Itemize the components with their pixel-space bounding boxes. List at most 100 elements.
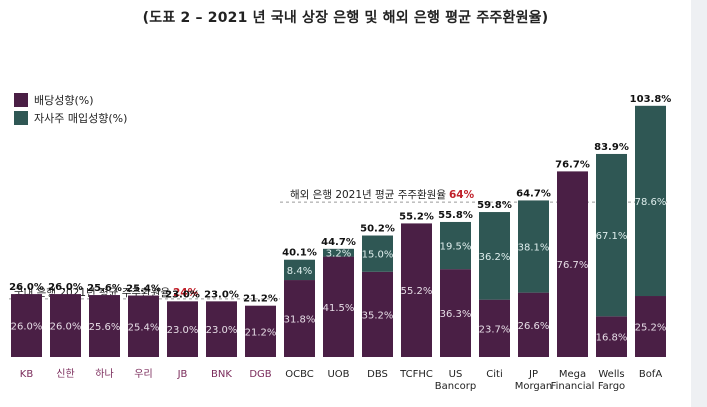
data-label-buyback: 3.2% — [326, 249, 351, 260]
data-label-total: 83.9% — [594, 142, 629, 153]
legend-swatch-buyback — [14, 111, 28, 125]
category-label: DGB — [249, 369, 271, 380]
category-label: Citi — [486, 369, 502, 380]
category-label: Mega — [559, 369, 586, 380]
data-label-dividend: 55.2% — [401, 286, 433, 297]
data-label-dividend: 23.0% — [167, 325, 199, 336]
overseas-average-value: 64% — [449, 189, 475, 201]
category-label: BofA — [639, 369, 662, 380]
data-label-dividend: 21.2% — [245, 327, 277, 338]
overseas-average-text: 해외 은행 2021년 평균 주주환원율 — [290, 188, 446, 201]
right-margin-band — [691, 0, 707, 407]
data-label-total: 25.4% — [126, 284, 161, 295]
data-label-dividend: 23.7% — [479, 324, 511, 335]
data-label-total: 26.0% — [48, 282, 83, 293]
data-label-dividend: 31.8% — [284, 315, 316, 326]
data-label-total: 76.7% — [555, 159, 590, 170]
data-label-dividend: 25.4% — [128, 322, 160, 333]
bar-dividend — [245, 305, 276, 357]
data-label-total: 21.2% — [243, 294, 278, 305]
legend-item-dividend: 배당성향(%) — [14, 91, 127, 109]
data-label-total: 55.2% — [399, 211, 434, 222]
legend-label-buyback: 자사주 매입성향(%) — [34, 112, 128, 125]
category-label: Bancorp — [435, 381, 476, 392]
bar-buyback — [323, 248, 354, 257]
bar-dividend — [596, 316, 627, 357]
bar-dividend — [635, 296, 666, 357]
bar-dividend — [50, 294, 81, 357]
category-label: Financial — [551, 381, 595, 392]
data-label-buyback: 67.1% — [596, 231, 628, 242]
data-label-buyback: 78.6% — [635, 197, 667, 208]
category-label: TCFHC — [399, 369, 433, 380]
category-label: UOB — [327, 369, 349, 380]
category-label: 우리 — [134, 368, 152, 380]
bar-dividend — [557, 171, 588, 357]
category-label: Fargo — [598, 381, 625, 392]
data-label-dividend: 16.8% — [596, 333, 628, 344]
bar-dividend — [11, 294, 42, 357]
data-label-dividend: 26.0% — [11, 322, 43, 333]
data-label-total: 50.2% — [360, 224, 395, 235]
category-label: DBS — [367, 369, 388, 380]
data-label-dividend: 25.2% — [635, 323, 667, 334]
data-label-dividend: 76.7% — [557, 260, 589, 271]
data-label-total: 64.7% — [516, 188, 551, 199]
category-label: OCBC — [285, 369, 314, 380]
overseas-average-annotation: 해외 은행 2021년 평균 주주환원율 64% — [290, 188, 475, 201]
data-label-total: 44.7% — [321, 237, 356, 248]
data-label-dividend: 35.2% — [362, 310, 394, 321]
bar-dividend — [401, 223, 432, 357]
data-label-total: 59.8% — [477, 200, 512, 211]
bar-dividend — [284, 280, 315, 357]
bar-dividend — [89, 295, 120, 357]
category-label: KB — [20, 369, 34, 380]
legend-swatch-dividend — [14, 93, 28, 107]
bar-buyback — [440, 221, 471, 270]
bar-dividend — [362, 271, 393, 357]
data-label-dividend: 36.3% — [440, 309, 472, 320]
data-label-dividend: 26.0% — [50, 322, 82, 333]
legend-label-dividend: 배당성향(%) — [34, 94, 94, 107]
data-label-total: 40.1% — [282, 248, 317, 259]
chart-title: (도표 2 – 2021 년 국내 상장 은행 및 해외 은행 평균 주주환원율… — [142, 10, 549, 26]
data-label-dividend: 41.5% — [323, 303, 355, 314]
legend-item-buyback: 자사주 매입성향(%) — [14, 109, 127, 127]
bar-dividend — [323, 256, 354, 357]
bar-dividend — [518, 292, 549, 357]
category-label: JB — [177, 369, 188, 380]
bar-buyback — [596, 153, 627, 317]
data-label-total: 55.8% — [438, 210, 473, 221]
data-label-dividend: 23.0% — [206, 325, 238, 336]
category-label: JP — [528, 369, 538, 380]
category-label: BNK — [211, 369, 232, 380]
data-label-buyback: 36.2% — [479, 252, 511, 263]
data-label-total: 26.0% — [9, 282, 44, 293]
data-label-total: 103.8% — [630, 94, 672, 105]
bar-dividend — [167, 301, 198, 357]
category-label: 하나 — [95, 367, 113, 380]
bar-dividend — [479, 299, 510, 357]
data-label-total: 23.0% — [165, 289, 200, 300]
category-label: US — [449, 369, 463, 380]
data-label-dividend: 25.6% — [89, 322, 121, 333]
bar-buyback — [635, 105, 666, 297]
domestic-average-value: 24% — [173, 287, 199, 299]
category-label: Morgan — [515, 381, 553, 392]
data-label-buyback: 15.0% — [362, 250, 394, 261]
bar-buyback — [362, 235, 393, 272]
data-label-total: 25.6% — [87, 283, 122, 294]
bar-buyback — [518, 200, 549, 293]
stacked-bar-chart: 국내 은행 2021년 평균 주주환원율 24%해외 은행 2021년 평균 주주… — [9, 94, 672, 392]
bar-dividend — [440, 269, 471, 357]
data-label-buyback: 38.1% — [518, 243, 550, 254]
bar-dividend — [128, 295, 159, 357]
data-label-buyback: 8.4% — [287, 266, 312, 277]
bar-dividend — [206, 301, 237, 357]
data-label-buyback: 19.5% — [440, 242, 472, 253]
bar-buyback — [284, 259, 315, 281]
category-label: 신한 — [56, 368, 74, 380]
data-label-dividend: 26.6% — [518, 321, 550, 332]
legend: 배당성향(%) 자사주 매입성향(%) — [14, 91, 127, 127]
